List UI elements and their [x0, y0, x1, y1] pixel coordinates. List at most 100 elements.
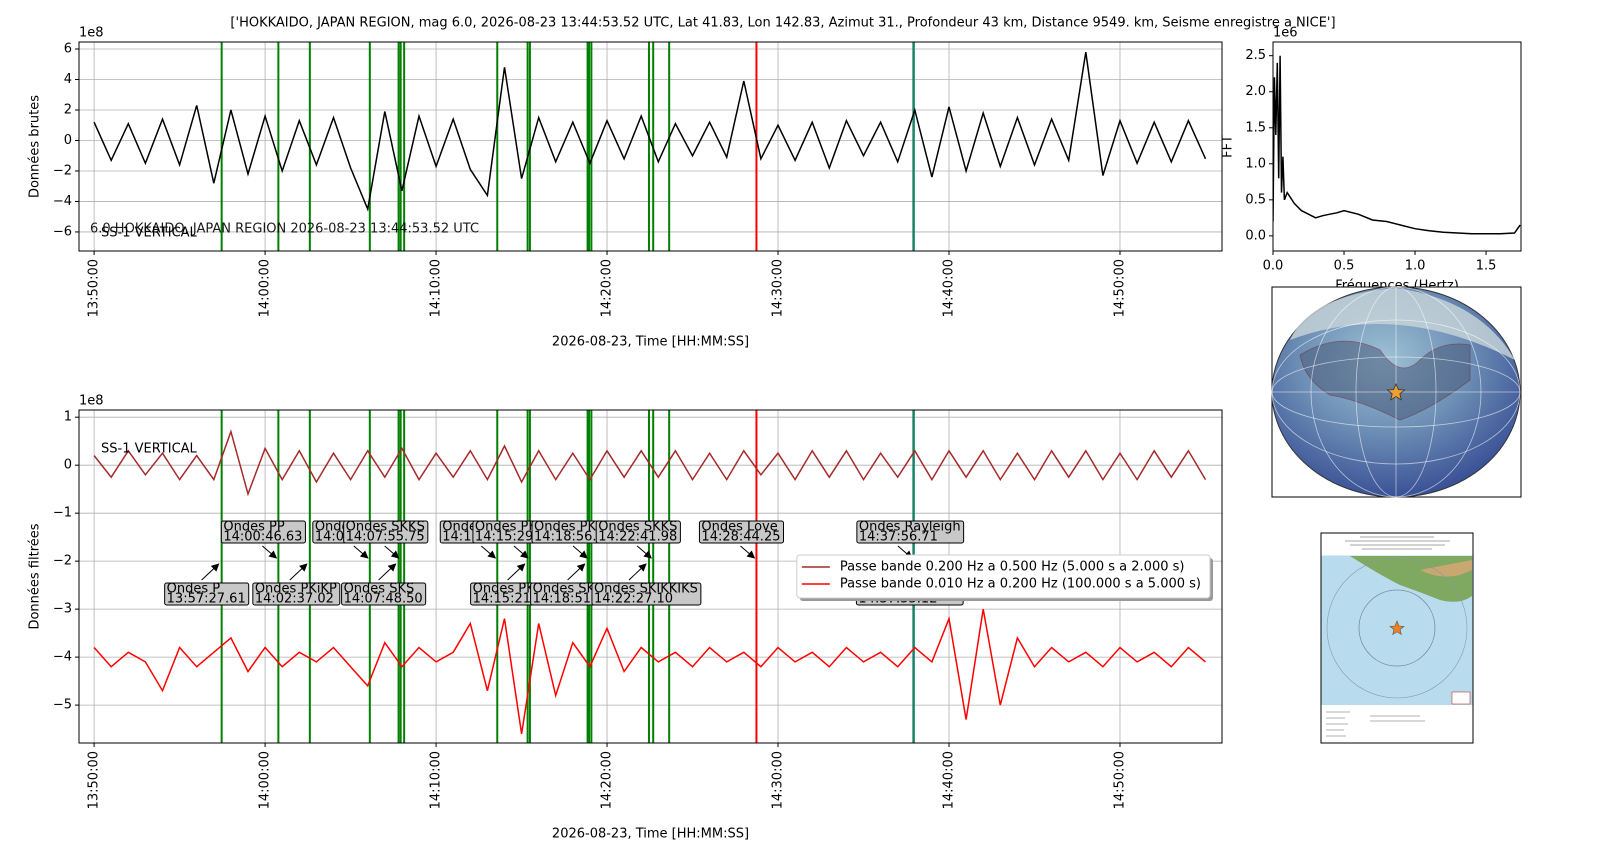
x-tick-label: 13:50:00 — [87, 751, 102, 809]
annotation-arrow — [628, 563, 647, 581]
globe-daylight — [1290, 288, 1515, 360]
map-logo — [1451, 691, 1471, 705]
y-tick-label: 2.0 — [1245, 84, 1266, 99]
map-relief — [1420, 560, 1472, 577]
annotation-label: Ondes SKKS — [598, 520, 677, 535]
map-header — [1321, 533, 1473, 556]
map-legend-lines — [1326, 711, 1425, 737]
x-tick-label: 14:10:00 — [429, 751, 444, 809]
annotation-box — [591, 582, 702, 606]
annotation-time: 14:28:44.25 — [701, 530, 780, 545]
annotation: Ondes P13:57:27.61 — [164, 563, 250, 607]
y-tick-label: 0.0 — [1245, 228, 1266, 243]
y-tick-label: −2 — [53, 163, 72, 178]
series-line — [93, 429, 1207, 497]
x-tick-label: 14:50:00 — [1112, 751, 1127, 809]
y-tick-label: −4 — [53, 194, 72, 209]
annotation-time: 13:57:27.61 — [167, 592, 246, 607]
chart-title: ['HOKKAIDO, JAPAN REGION, mag 6.0, 2026-… — [230, 16, 1335, 31]
annotation-arrow — [567, 563, 586, 581]
y-offset-label: 1e6 — [1273, 26, 1298, 41]
x-tick-label: 1.5 — [1476, 259, 1497, 274]
y-tick-label: −1 — [53, 506, 72, 521]
legend-label: Passe bande 0.200 Hz a 0.500 Hz (5.000 s… — [840, 560, 1185, 575]
annotation-box — [856, 520, 965, 544]
x-tick-label: 14:10:00 — [429, 259, 444, 317]
annotation-label: Ondes SKS — [344, 582, 415, 597]
y-offset-label: 1e8 — [79, 26, 104, 41]
annotation-label: Ondes PP — [223, 520, 284, 535]
y-tick-label: 2 — [64, 102, 72, 117]
annotation-arrow — [384, 545, 400, 559]
y-offset-label: 1e8 — [79, 394, 104, 409]
x-tick-label: 13:50:00 — [87, 259, 102, 317]
annotation-arrow — [480, 545, 497, 559]
series-line — [1273, 55, 1521, 235]
annotation-time: 14:22:27.10 — [594, 592, 673, 607]
x-tick-label: 14:00:00 — [258, 751, 273, 809]
annotation-arrow — [378, 563, 397, 581]
annotation-arrow — [636, 545, 652, 559]
y-tick-label: −6 — [53, 224, 72, 239]
x-tick-label: 14:30:00 — [771, 751, 786, 809]
y-tick-label: 6 — [64, 42, 72, 57]
annotation-arrow — [572, 545, 588, 559]
annotation-label: Ondes Rayleigh — [859, 520, 961, 535]
globe-panel — [1271, 286, 1522, 498]
annotation-label: Ondes SKKS — [346, 520, 425, 535]
map-panel — [1320, 532, 1474, 744]
watermark: 6.0 HOKKAIDO, JAPAN REGION 2026-08-23 13… — [90, 222, 479, 237]
legend-frame — [796, 554, 1211, 599]
map-epicenter-star — [1389, 620, 1405, 636]
annotation-box — [698, 520, 784, 544]
map-distance-circle — [1358, 589, 1436, 667]
annotation-time: 14:07:55.75 — [346, 530, 425, 545]
y-tick-label: 0 — [64, 458, 72, 473]
annotation-box — [220, 520, 306, 544]
y-tick-label: −3 — [53, 602, 72, 617]
epicenter-star — [1386, 382, 1406, 401]
trace-label: SS-1 VERTICAL — [101, 442, 198, 457]
y-tick-label: 2.5 — [1245, 48, 1266, 63]
series-line — [93, 608, 1206, 735]
y-axis-label: Données filtrées — [28, 523, 43, 629]
annotation-box — [341, 582, 427, 606]
annotation-arrow — [262, 545, 278, 559]
annotation-arrow — [513, 545, 529, 559]
map-header-lines — [1345, 536, 1450, 550]
y-tick-label: 4 — [64, 72, 72, 87]
x-tick-label: 0.5 — [1334, 259, 1355, 274]
x-tick-label: 14:20:00 — [600, 751, 615, 809]
plot-area — [79, 42, 1222, 251]
annotation-label: Ondes SKIKKIKS — [594, 582, 698, 597]
annotation-time: 14:02:37.02 — [255, 592, 334, 607]
annotation-box — [343, 520, 429, 544]
annotation-label: Ondes P — [167, 582, 221, 597]
y-tick-label: 0.5 — [1245, 192, 1266, 207]
plot-area — [1273, 42, 1521, 251]
y-tick-label: −2 — [53, 554, 72, 569]
axes-frame — [78, 409, 1223, 744]
x-tick-label: 14:50:00 — [1112, 259, 1127, 317]
charts: 6 4 2 0 −2 −4 −6 13:50:00 14:00:00 14:10:00 14:20:… — [28, 16, 1522, 842]
x-axis-label: 2026-08-23, Time [HH:MM:SS] — [552, 335, 749, 350]
annotation-time: 14:07:48.50 — [344, 592, 423, 607]
annotation-arrow — [201, 563, 220, 581]
x-tick-label: 14:20:00 — [600, 259, 615, 317]
annotation-label: Ondes Love — [701, 520, 777, 535]
axes-frame — [78, 41, 1223, 252]
trace-label: SS-1 VERTICAL — [101, 226, 198, 241]
series-line — [93, 51, 1207, 212]
y-tick-label: 0 — [64, 133, 72, 148]
annotation-arrow — [353, 545, 369, 559]
y-tick-label: −4 — [53, 650, 72, 665]
